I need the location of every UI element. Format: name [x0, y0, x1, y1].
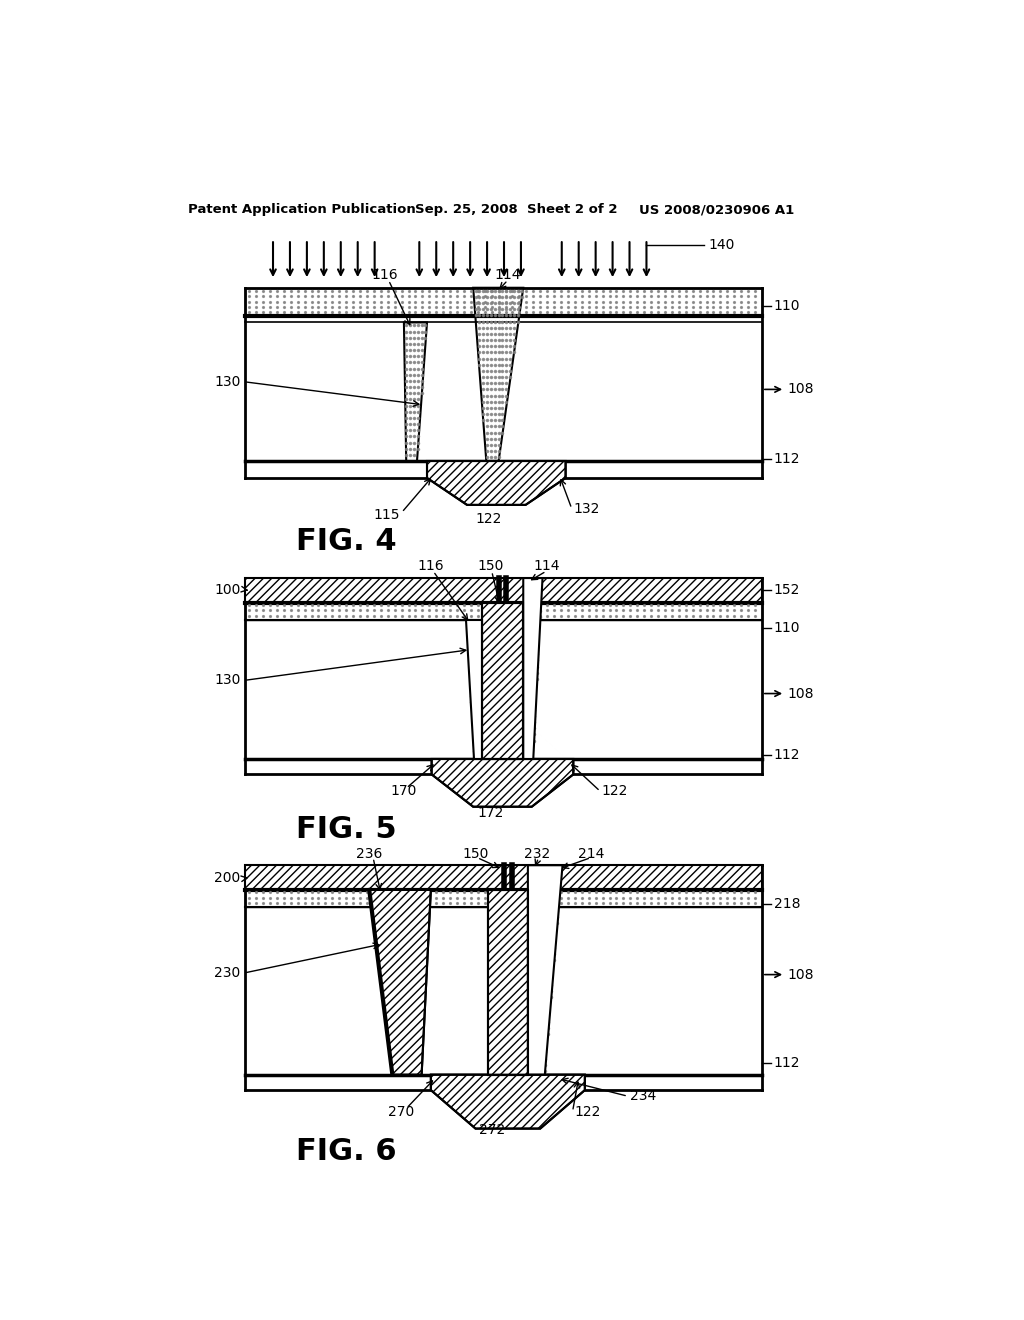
Polygon shape [403, 322, 427, 461]
Text: FIG. 5: FIG. 5 [296, 816, 396, 845]
Bar [245, 578, 762, 603]
Text: 116: 116 [418, 560, 444, 573]
Polygon shape [523, 578, 543, 759]
Text: FIG. 6: FIG. 6 [296, 1138, 396, 1166]
Text: US 2008/0230906 A1: US 2008/0230906 A1 [639, 203, 794, 216]
Text: 272: 272 [479, 1123, 506, 1137]
Text: 122: 122 [574, 1105, 600, 1118]
Text: 108: 108 [787, 383, 814, 396]
Text: 150: 150 [478, 560, 504, 573]
Text: 232: 232 [524, 846, 550, 861]
Text: 116: 116 [372, 268, 398, 282]
Text: 150: 150 [462, 846, 488, 861]
Polygon shape [481, 603, 523, 759]
Text: 122: 122 [602, 784, 628, 799]
Text: Sep. 25, 2008  Sheet 2 of 2: Sep. 25, 2008 Sheet 2 of 2 [416, 203, 617, 216]
Text: 270: 270 [388, 1105, 415, 1118]
Text: 172: 172 [478, 807, 504, 820]
Polygon shape [370, 890, 431, 1074]
Text: 114: 114 [534, 560, 559, 573]
Text: 132: 132 [573, 502, 600, 516]
Text: 140: 140 [708, 238, 734, 252]
Text: FIG. 4: FIG. 4 [296, 527, 396, 556]
Polygon shape [487, 890, 528, 1074]
Polygon shape [473, 288, 523, 461]
Bar [245, 603, 762, 619]
Text: 115: 115 [374, 508, 400, 521]
Bar [245, 890, 762, 907]
Polygon shape [432, 759, 573, 807]
Text: 218: 218 [773, 896, 800, 911]
Text: 114: 114 [495, 268, 521, 282]
Text: 108: 108 [787, 686, 814, 701]
Text: 152: 152 [773, 582, 800, 597]
Polygon shape [466, 619, 481, 759]
Text: 230: 230 [214, 966, 241, 979]
Text: 200: 200 [214, 871, 241, 886]
Bar [245, 288, 762, 317]
Text: 108: 108 [787, 968, 814, 982]
Text: 112: 112 [773, 1056, 800, 1071]
Polygon shape [528, 866, 562, 1074]
Text: 234: 234 [630, 1089, 655, 1104]
Text: Patent Application Publication: Patent Application Publication [188, 203, 416, 216]
Text: 110: 110 [773, 300, 800, 313]
Text: 112: 112 [773, 451, 800, 466]
Text: 214: 214 [578, 846, 604, 861]
Text: 170: 170 [391, 784, 417, 799]
Text: 100: 100 [214, 582, 241, 597]
Text: 236: 236 [356, 846, 382, 861]
Polygon shape [427, 461, 565, 506]
Text: 122: 122 [475, 512, 502, 525]
Text: 112: 112 [773, 748, 800, 762]
Text: 110: 110 [773, 622, 800, 635]
Bar [245, 866, 762, 890]
Polygon shape [431, 1074, 585, 1129]
Text: 130: 130 [214, 375, 241, 388]
Text: 130: 130 [214, 673, 241, 688]
